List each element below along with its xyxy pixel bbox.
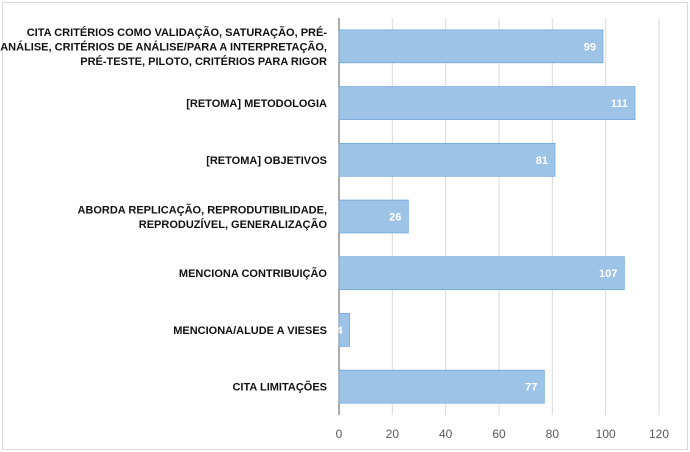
data-label-0: 99 bbox=[584, 41, 596, 53]
bar-1 bbox=[338, 86, 636, 120]
x-tick-label-100: 100 bbox=[596, 427, 616, 441]
data-label-3: 26 bbox=[389, 212, 401, 224]
bar-4 bbox=[338, 256, 625, 291]
data-label-4: 107 bbox=[599, 268, 617, 280]
gridlines bbox=[338, 18, 660, 415]
x-tick-label-0: 0 bbox=[336, 427, 343, 441]
category-label-5: MENCIONA/ALUDE A VIESES bbox=[173, 325, 327, 337]
x-tick-label-60: 60 bbox=[492, 427, 506, 441]
bars bbox=[338, 29, 636, 404]
data-label-5: 4 bbox=[337, 325, 344, 337]
data-label-6: 77 bbox=[525, 382, 537, 394]
bar-6 bbox=[338, 369, 545, 404]
category-label-1: [RETOMA] METODOLOGIA bbox=[186, 98, 327, 110]
bar-3 bbox=[338, 199, 409, 234]
category-labels: CITA CRITÉRIOS COMO VALIDAÇÃO, SATURAÇÃO… bbox=[0, 26, 327, 394]
category-label-2: [RETOMA] OBJETIVOS bbox=[206, 155, 327, 167]
category-label-0: CITA CRITÉRIOS COMO VALIDAÇÃO, SATURAÇÃO… bbox=[0, 26, 327, 68]
data-label-1: 111 bbox=[611, 98, 628, 110]
bar-5 bbox=[338, 313, 350, 347]
x-tick-label-80: 80 bbox=[546, 427, 560, 441]
category-label-6: CITA LIMITAÇÕES bbox=[232, 381, 327, 394]
x-tick-label-120: 120 bbox=[649, 427, 669, 441]
bar-2 bbox=[338, 142, 556, 177]
x-axis-tick-labels: 0 20 40 60 80 100 120 bbox=[336, 427, 670, 441]
x-tick-label-40: 40 bbox=[439, 427, 453, 441]
data-labels: 99 111 81 26 107 4 77 bbox=[337, 41, 628, 393]
bar-0 bbox=[338, 29, 604, 64]
data-label-2: 81 bbox=[536, 155, 548, 167]
category-label-3: ABORDA REPLICAÇÃO, REPRODUTIBILIDADE, REP… bbox=[77, 203, 327, 231]
category-label-4: MENCIONA CONTRIBUIÇÃO bbox=[179, 267, 328, 280]
x-tick-label-20: 20 bbox=[386, 427, 400, 441]
